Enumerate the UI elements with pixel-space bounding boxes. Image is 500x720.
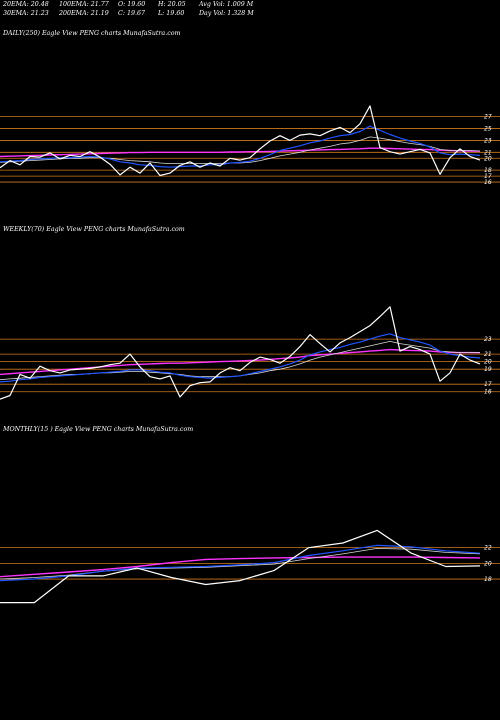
- weekly-panel-label: WEEKLY(70) Eagle View PENG charts Munafa…: [3, 226, 185, 233]
- open-readout: O: 19.60: [118, 1, 146, 8]
- avg-vol-readout: Avg Vol: 1.009 M: [199, 1, 254, 8]
- daily-y-tick-label: 16: [484, 179, 492, 186]
- monthly-panel-label: MONTHLY(15 ) Eagle View PENG charts Muna…: [3, 426, 194, 433]
- daily-y-tick-label: 18: [484, 167, 492, 174]
- monthly-ema-fast-line: [0, 544, 481, 582]
- daily-y-tick-label: 25: [484, 126, 492, 133]
- daily-price-line: [0, 105, 481, 177]
- weekly-y-tick-label: 19: [484, 366, 492, 373]
- monthly-y-tick-label: 18: [484, 576, 492, 583]
- ema20-readout: 20EMA: 20.48: [3, 1, 49, 8]
- close-readout: C: 19.67: [118, 10, 145, 17]
- weekly-y-tick-label: 23: [484, 336, 492, 343]
- weekly-y-tick-label: 21: [484, 351, 492, 358]
- daily-y-tick-label: 17: [484, 173, 492, 180]
- monthly-y-tick-label: 22: [484, 545, 492, 552]
- low-readout: L: 19.60: [158, 10, 185, 17]
- monthly-ema-slow-line: [0, 556, 481, 578]
- daily-panel-label: DAILY(250) Eagle View PENG charts Munafa…: [3, 30, 181, 37]
- weekly-y-tick-label: 17: [484, 381, 492, 388]
- ema100-readout: 100EMA: 21.77: [59, 1, 109, 8]
- daily-y-tick-label: 21: [484, 149, 492, 156]
- daily-y-tick-label: 23: [484, 137, 492, 144]
- daily-y-tick-label: 20: [484, 155, 492, 162]
- high-readout: H: 20.05: [158, 1, 186, 8]
- ema200-readout: 200EMA: 21.19: [59, 10, 109, 17]
- monthly-y-tick-label: 20: [484, 560, 492, 567]
- weekly-y-tick-label: 20: [484, 359, 492, 366]
- weekly-price-line: [0, 306, 481, 400]
- day-vol-readout: Day Vol: 1.328 M: [199, 10, 254, 17]
- monthly-price-line: [0, 529, 481, 604]
- weekly-ema-fast-line: [0, 333, 481, 383]
- daily-y-tick-label: 27: [484, 114, 492, 121]
- weekly-y-tick-label: 16: [484, 389, 492, 396]
- daily-ema-slow-line: [0, 147, 481, 158]
- ema30-readout: 30EMA: 21.23: [3, 10, 49, 17]
- daily-ema-fast-line: [0, 125, 481, 168]
